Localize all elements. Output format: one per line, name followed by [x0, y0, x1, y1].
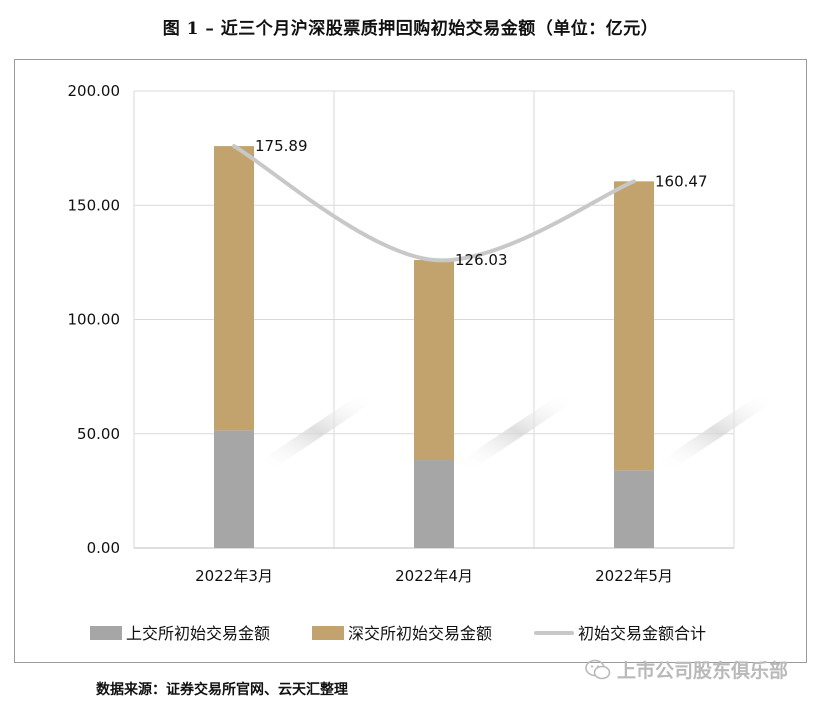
y-tick-label: 0.00 — [87, 539, 120, 557]
chart-title: 图 1 – 近三个月沪深股票质押回购初始交易金额（单位：亿元） — [162, 19, 659, 39]
watermark: 上市公司股东俱乐部 — [585, 656, 788, 683]
data-labels: 175.89 126.03 160.47 — [255, 137, 708, 269]
data-label: 126.03 — [455, 251, 508, 269]
y-axis-ticks: 0.00 50.00 100.00 150.00 200.00 — [68, 82, 121, 557]
bar-shanghai — [614, 470, 654, 548]
legend-swatch — [90, 626, 122, 640]
bar-shenzhen — [414, 260, 454, 461]
wechat-icon — [585, 659, 611, 679]
legend: 上交所初始交易金额 深交所初始交易金额 初始交易金额合计 — [90, 624, 706, 643]
x-axis-ticks: 2022年3月 2022年4月 2022年5月 — [195, 567, 673, 585]
legend-label: 上交所初始交易金额 — [126, 624, 270, 643]
bar-shanghai — [414, 460, 454, 548]
source-note: 数据来源：证券交易所官网、云天汇整理 — [96, 682, 348, 698]
bar-shadow — [254, 398, 379, 465]
y-tick-label: 100.00 — [68, 311, 121, 329]
legend-label: 深交所初始交易金额 — [348, 624, 492, 643]
y-tick-label: 200.00 — [68, 82, 121, 100]
bar-shenzhen — [214, 146, 254, 431]
data-label: 175.89 — [255, 137, 308, 155]
x-tick-label: 2022年5月 — [595, 567, 673, 585]
data-label: 160.47 — [655, 172, 708, 190]
bar-shadow — [654, 398, 779, 465]
watermark-text: 上市公司股东俱乐部 — [617, 660, 789, 682]
bar-shadows — [254, 398, 779, 465]
legend-swatch — [312, 626, 344, 640]
bar-shenzhen — [614, 181, 654, 471]
y-tick-label: 50.00 — [77, 425, 120, 443]
bar-shadow — [454, 398, 579, 465]
total-line — [232, 144, 636, 263]
y-tick-label: 150.00 — [68, 196, 121, 214]
bars — [214, 146, 654, 548]
bar-shanghai — [214, 430, 254, 548]
chart-frame — [14, 59, 807, 663]
total-line-path — [232, 144, 636, 263]
x-tick-label: 2022年4月 — [395, 567, 473, 585]
legend-label: 初始交易金额合计 — [578, 624, 706, 643]
x-tick-label: 2022年3月 — [195, 567, 273, 585]
